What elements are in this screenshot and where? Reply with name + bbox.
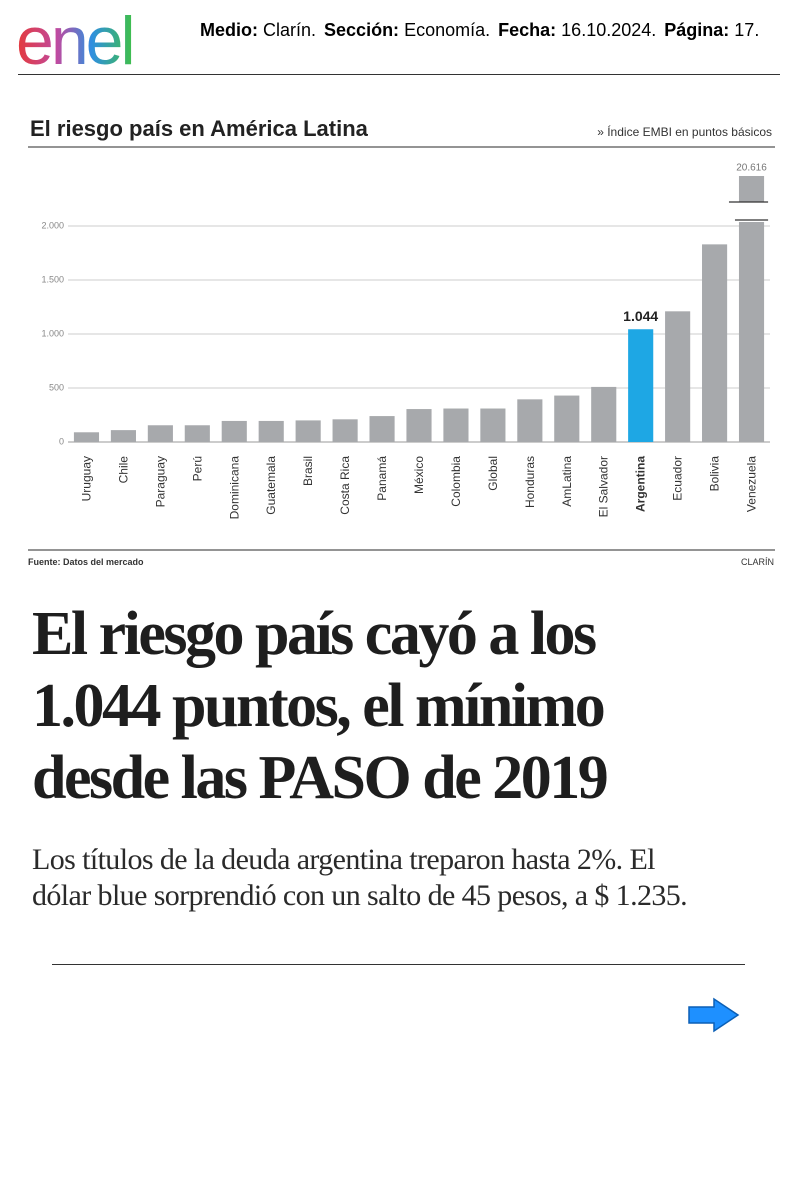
field-value: 16.10.2024. [561,20,657,40]
bar [738,222,765,442]
bar [443,408,469,442]
x-tick-label: México [412,456,426,494]
y-tick-label: 1.500 [41,274,64,284]
bar [665,311,691,442]
header-field: Página: 17. [664,20,759,40]
x-tick-label: Venezuela [745,456,759,512]
subhead-line: Los títulos de la deuda argentina trepar… [32,843,656,876]
x-tick-label: Chile [116,456,130,484]
x-tick-label: Honduras [523,456,537,508]
field-label: Fecha: [498,20,557,40]
headline-line: 1.044 puntos, el mínimo [32,672,606,740]
y-tick-label: 500 [49,382,64,392]
x-tick-label: El Salvador [597,456,611,517]
headline-line: El riesgo país cayó a los [32,600,597,668]
subheadline: Los títulos de la deuda argentina trepar… [32,842,688,914]
field-label: Medio: [200,20,258,40]
headline-line: desde las PASO de 2019 [32,744,609,812]
bar [221,420,247,442]
x-tick-label: AmLatina [560,456,574,507]
chart: El riesgo país en América Latina » Índic… [28,116,775,567]
divider [52,964,745,965]
x-tick-label: Global [486,456,500,491]
bar [147,425,173,442]
field-value: Clarín. [263,20,317,40]
header-field: Sección: Economía. [324,20,490,40]
x-tick-label: Perú [190,456,204,481]
bar [369,416,395,442]
x-tick-label: Paraguay [153,456,167,507]
bar [184,425,210,442]
bar [295,420,321,442]
subhead-line: dólar blue sorprendió con un salto de 45… [32,879,688,912]
header-field: Medio: Clarín. [200,20,316,40]
x-tick-label: Panamá [375,456,389,501]
x-tick-label: Argentina [634,456,648,512]
y-tick-label: 0 [59,436,64,446]
bar [554,395,580,442]
field-label: Sección: [324,20,400,40]
y-tick-label: 1.000 [41,328,64,338]
x-tick-label: Dominicana [227,456,241,520]
logo-text: enel [16,3,133,75]
bar [702,244,728,442]
x-tick-label: Ecuador [671,456,685,501]
bar [110,430,136,442]
bar [517,399,543,442]
bar [628,329,654,442]
bar [258,420,284,442]
chart-subtitle: » Índice EMBI en puntos básicos [597,124,772,139]
x-tick-label: Guatemala [264,456,278,515]
divider [18,74,780,75]
logo: enel [16,3,136,75]
chart-title: El riesgo país en América Latina [30,116,369,141]
x-tick-label: Costa Rica [338,456,352,515]
next-arrow[interactable] [686,996,742,1034]
header-fields: Medio: Clarín. Sección: Economía. Fecha: 1… [200,20,767,41]
bar [332,419,358,442]
bar-break-stub [738,176,765,202]
value-label: 20.616 [736,163,767,174]
headline: El riesgo país cayó a los 1.044 puntos, e… [32,598,609,814]
x-tick-label: Colombia [449,456,463,507]
bar [406,409,432,442]
x-tick-label: Bolivia [708,456,722,492]
header-field: Fecha: 16.10.2024. [498,20,656,40]
value-label: 1.044 [623,308,658,324]
field-value: 17. [734,20,760,40]
x-tick-label: Brasil [301,456,315,486]
y-tick-label: 2.000 [41,220,64,230]
chart-credit: CLARÍN [741,557,774,567]
field-value: Economía. [404,20,491,40]
chart-source: Fuente: Datos del mercado [28,557,144,567]
x-tick-label: Uruguay [79,456,93,501]
bar [73,432,100,442]
bar [480,408,506,442]
field-label: Página: [664,20,730,40]
bar [591,386,617,442]
